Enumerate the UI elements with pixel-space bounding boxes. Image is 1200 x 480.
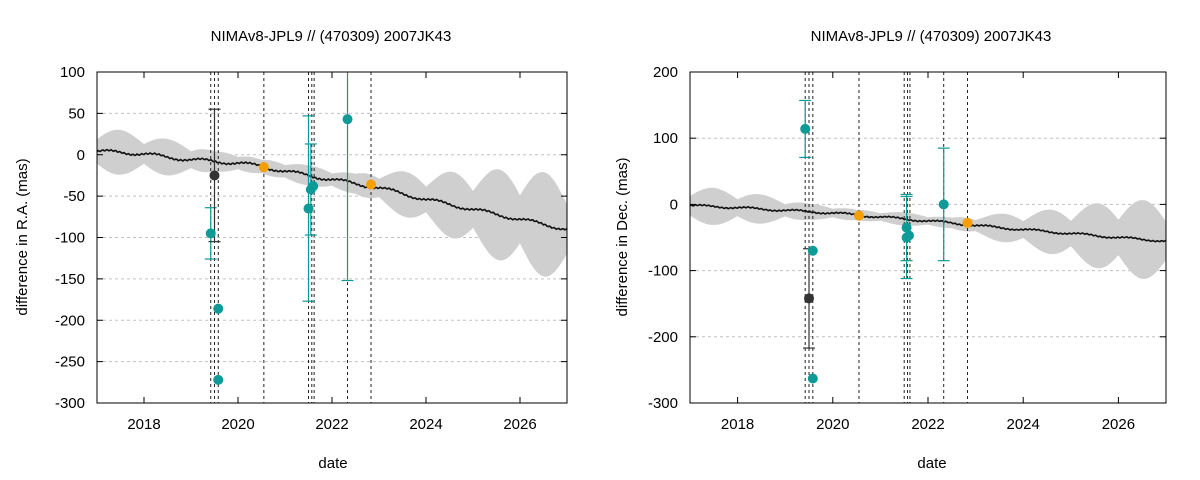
ra-y-tick-label: 100 xyxy=(60,64,85,81)
dec-chart: NIMAv8-JPL9 // (470309) 2007JK43 -300 -20… xyxy=(614,28,1167,472)
dec-y-tick-label: 0 xyxy=(670,196,678,213)
dec-x-tick-label: 2018 xyxy=(721,416,754,433)
ra-x-tick-label: 2026 xyxy=(503,416,536,433)
ra-y-tick-label: -100 xyxy=(55,230,85,247)
ra-data-point-teal xyxy=(205,228,216,239)
ra-uncertainty-band xyxy=(97,129,567,277)
dec-data-point-teal xyxy=(800,123,811,134)
ra-x-tick-label: 2024 xyxy=(409,416,442,433)
ra-y-tick-label: -50 xyxy=(63,188,85,205)
ra-data-point-orange xyxy=(258,162,269,173)
ra-prediction-line xyxy=(97,148,567,231)
dec-uncertainty-band xyxy=(690,187,1166,279)
dec-x-tick-label: 2026 xyxy=(1102,416,1135,433)
ra-data-point-orange xyxy=(366,179,377,190)
ra-x-tick-label: 2018 xyxy=(127,416,160,433)
dec-y-tick-label: -200 xyxy=(648,329,678,346)
dec-y-tick-label: 200 xyxy=(653,64,678,81)
dec-data-point-teal xyxy=(901,222,912,233)
ra-y-tick-label: -150 xyxy=(55,271,85,288)
ra-y-tick-label: 0 xyxy=(77,147,85,164)
ra-y-tick-label: -200 xyxy=(55,312,85,329)
dec-x-axis-label: date xyxy=(917,455,946,472)
dec-x-tick-label: 2024 xyxy=(1007,416,1040,433)
ra-plot-area xyxy=(97,72,567,403)
dec-data-point-orange xyxy=(962,217,973,228)
dec-data-point-teal xyxy=(938,199,949,210)
ra-chart-title: NIMAv8-JPL9 // (470309) 2007JK43 xyxy=(211,28,452,45)
ra-data-point-teal xyxy=(308,181,319,192)
ra-data-point-dark xyxy=(209,170,220,181)
dec-data-point-teal xyxy=(807,245,818,256)
ra-y-tick-label: -300 xyxy=(55,395,85,412)
ra-x-tick-label: 2022 xyxy=(315,416,348,433)
dec-y-tick-label: 100 xyxy=(653,130,678,147)
ra-data-point-teal xyxy=(303,203,314,214)
ra-x-tick-label: 2020 xyxy=(221,416,254,433)
dec-prediction-line xyxy=(690,203,1166,243)
ra-data-point-teal xyxy=(213,374,224,385)
dec-data-point-teal xyxy=(903,230,914,241)
dec-x-tick-label: 2022 xyxy=(911,416,944,433)
dec-plot-area xyxy=(690,72,1166,403)
dec-data-point-orange xyxy=(853,210,864,221)
ra-y-axis-label: difference in R.A. (mas) xyxy=(14,158,31,315)
dec-chart-title: NIMAv8-JPL9 // (470309) 2007JK43 xyxy=(811,28,1052,45)
ra-data-point-teal xyxy=(342,114,353,125)
ra-y-tick-label: 50 xyxy=(68,105,85,122)
dec-data-point-dark xyxy=(804,293,814,304)
ra-chart: NIMAv8-JPL9 // (470309) 2007JK43 -300 -25… xyxy=(14,28,568,472)
ra-x-axis-label: date xyxy=(318,455,347,472)
dec-y-axis-label: difference in Dec. (mas) xyxy=(614,158,631,317)
ra-y-tick-label: -250 xyxy=(55,354,85,371)
dec-data-point-teal xyxy=(807,373,818,384)
dec-y-tick-label: -100 xyxy=(648,263,678,280)
ra-data-point-teal xyxy=(213,303,224,314)
dec-y-tick-label: -300 xyxy=(648,395,678,412)
dec-x-tick-label: 2020 xyxy=(816,416,849,433)
